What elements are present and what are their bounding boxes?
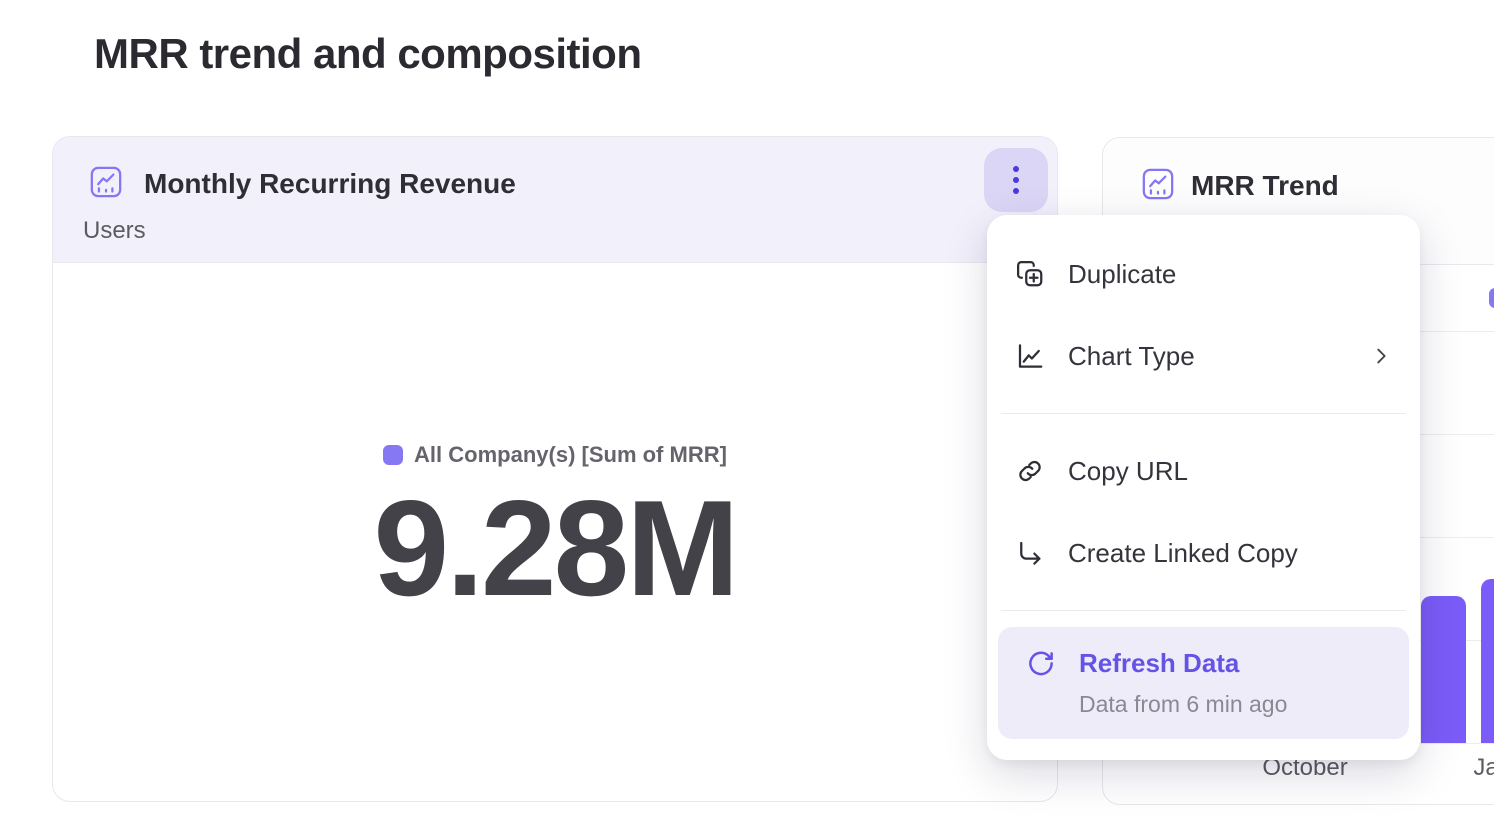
menu-divider <box>1001 413 1406 414</box>
menu-item-create-linked-copy[interactable]: Create Linked Copy <box>987 512 1420 594</box>
chart-type-icon <box>1015 341 1045 371</box>
legend-swatch <box>383 445 404 465</box>
duplicate-icon <box>1015 259 1045 289</box>
kpi-legend-label: All Company(s) [Sum of MRR] <box>414 442 727 467</box>
link-icon <box>1015 456 1045 486</box>
refresh-data-label: Refresh Data <box>1079 648 1240 678</box>
kebab-dot <box>1013 188 1019 194</box>
mrr-card-subtitle: Users <box>83 217 146 244</box>
bar[interactable] <box>1421 596 1466 743</box>
trend-card-title: MRR Trend <box>1191 170 1339 201</box>
bar[interactable] <box>1481 579 1494 743</box>
refresh-icon <box>1026 649 1056 679</box>
linked-copy-icon <box>1015 538 1045 568</box>
page-title: MRR trend and composition <box>94 30 642 77</box>
chevron-right-icon <box>1370 345 1392 367</box>
x-axis-label: Ja <box>1473 754 1494 781</box>
kebab-dot <box>1013 166 1019 172</box>
menu-item-label: Create Linked Copy <box>1068 537 1298 568</box>
kpi-legend: All Company(s) [Sum of MRR] <box>383 442 727 468</box>
chart-widget-icon <box>89 165 123 199</box>
menu-divider <box>1001 610 1406 611</box>
menu-item-refresh-data[interactable]: Refresh Data Data from 6 min ago <box>998 627 1409 739</box>
menu-item-label: Duplicate <box>1068 258 1177 289</box>
trend-legend-swatch <box>1489 288 1494 308</box>
mrr-card-title: Monthly Recurring Revenue <box>144 168 516 199</box>
menu-item-copy-url[interactable]: Copy URL <box>987 430 1420 512</box>
kpi-block: All Company(s) [Sum of MRR] 9.28M <box>53 442 1057 616</box>
menu-item-chart-type[interactable]: Chart Type <box>987 315 1420 397</box>
kebab-dot <box>1013 177 1019 183</box>
kebab-menu-button[interactable] <box>984 148 1048 212</box>
menu-item-label: Copy URL <box>1068 455 1188 486</box>
mrr-card-header: Monthly Recurring Revenue Users <box>53 137 1057 263</box>
widget-context-menu: Duplicate Chart Type Copy URL <box>987 215 1420 760</box>
mrr-card: Monthly Recurring Revenue Users All Comp… <box>52 136 1058 802</box>
kpi-value: 9.28M <box>373 472 740 624</box>
menu-item-label: Chart Type <box>1068 340 1195 371</box>
menu-item-duplicate[interactable]: Duplicate <box>987 233 1420 315</box>
chart-widget-icon <box>1141 167 1175 201</box>
refresh-data-sublabel: Data from 6 min ago <box>1079 691 1288 717</box>
